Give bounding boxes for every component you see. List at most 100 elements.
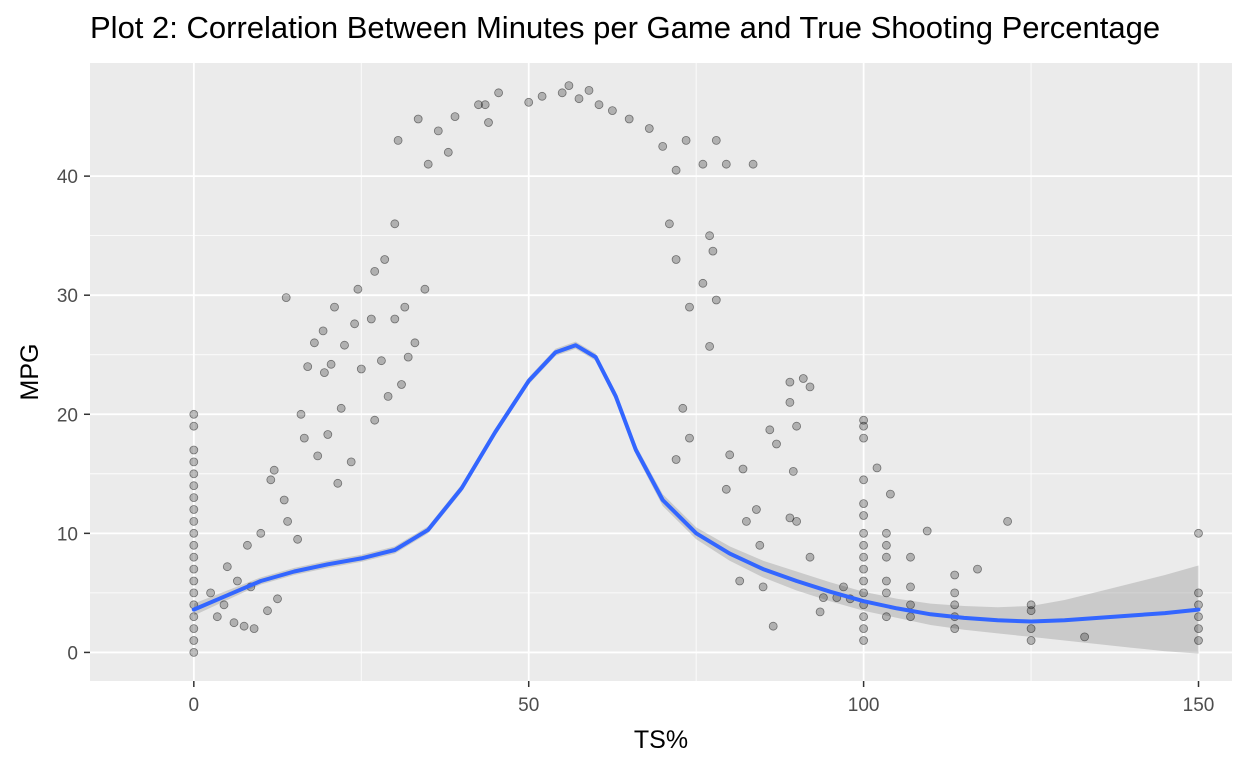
data-point (584, 86, 594, 95)
data-point (574, 94, 584, 104)
data-point (839, 582, 848, 592)
data-point (785, 513, 795, 523)
data-point (390, 219, 400, 229)
data-point (721, 484, 731, 494)
data-point (950, 624, 960, 633)
data-point (318, 326, 328, 336)
data-point (906, 552, 915, 562)
data-point (1080, 632, 1089, 642)
data-point (950, 600, 960, 610)
grid-lines (90, 63, 1232, 681)
data-point (859, 576, 868, 586)
axes: 0 50 100 150 0 10 20 30 40 (57, 167, 1215, 716)
data-point (353, 284, 363, 294)
data-point (1026, 636, 1036, 645)
data-point (1026, 600, 1036, 610)
data-point (950, 570, 960, 580)
data-point (671, 255, 681, 264)
data-point (480, 100, 490, 110)
data-point (219, 600, 229, 610)
data-point (859, 588, 868, 598)
confidence-band (193, 341, 1199, 654)
data-point (366, 314, 376, 324)
data-point (788, 466, 798, 476)
data-point (283, 517, 293, 526)
data-point (393, 135, 403, 145)
data-point (819, 593, 828, 602)
y-tick-label: 30 (57, 286, 78, 307)
y-tick-label: 0 (67, 643, 78, 664)
data-point (189, 648, 199, 657)
data-point (232, 576, 242, 586)
data-point (1194, 528, 1203, 538)
data-point (711, 135, 721, 145)
data-point (484, 118, 493, 127)
data-point (494, 88, 504, 98)
data-point (678, 403, 688, 413)
data-point (293, 534, 303, 544)
data-point (397, 380, 406, 389)
x-tick-label: 100 (848, 695, 880, 716)
data-point (281, 293, 291, 303)
data-point (212, 612, 222, 622)
data-point (758, 582, 768, 592)
data-point (705, 341, 714, 351)
data-point (370, 415, 380, 425)
data-point (433, 126, 443, 136)
data-point (665, 219, 674, 229)
data-point (859, 415, 868, 425)
data-point (189, 588, 199, 598)
data-point (886, 489, 895, 499)
data-point (785, 397, 795, 407)
data-point (380, 255, 390, 264)
data-point (189, 552, 199, 562)
data-point (792, 517, 801, 526)
data-point (239, 621, 249, 631)
x-tick-label: 50 (518, 695, 539, 716)
data-point (390, 314, 400, 324)
data-point (882, 552, 891, 562)
data-point (273, 594, 282, 604)
data-point (768, 621, 778, 631)
data-point (420, 284, 430, 294)
data-point (336, 403, 346, 413)
data-point (1026, 606, 1036, 616)
data-point (1194, 636, 1203, 645)
data-point (189, 540, 199, 550)
data-point (608, 106, 617, 115)
data-point (474, 100, 483, 110)
data-points (189, 81, 1203, 657)
data-point (189, 624, 199, 633)
data-point (859, 433, 868, 443)
data-point (323, 430, 333, 439)
data-point (403, 352, 413, 362)
data-point (1003, 517, 1012, 526)
data-point (671, 165, 681, 175)
data-point (443, 147, 453, 157)
data-point (765, 425, 775, 435)
data-point (229, 618, 239, 628)
data-point (189, 612, 199, 622)
data-point (685, 302, 694, 312)
data-point (950, 588, 960, 598)
data-point (742, 517, 751, 526)
data-point (1026, 624, 1036, 633)
data-point (189, 481, 199, 491)
data-point (330, 302, 339, 312)
data-point (685, 433, 694, 443)
data-point (882, 588, 891, 598)
data-point (805, 552, 815, 562)
data-point (708, 246, 718, 256)
data-point (859, 511, 868, 520)
data-point (815, 607, 825, 617)
data-point (872, 463, 882, 473)
data-point (859, 636, 868, 645)
data-point (698, 278, 708, 288)
data-point (410, 338, 420, 348)
data-point (906, 582, 915, 592)
data-point (792, 421, 801, 431)
data-point (882, 540, 891, 550)
data-point (537, 91, 547, 101)
data-point (772, 439, 781, 449)
x-axis-title: TS% (634, 726, 688, 754)
